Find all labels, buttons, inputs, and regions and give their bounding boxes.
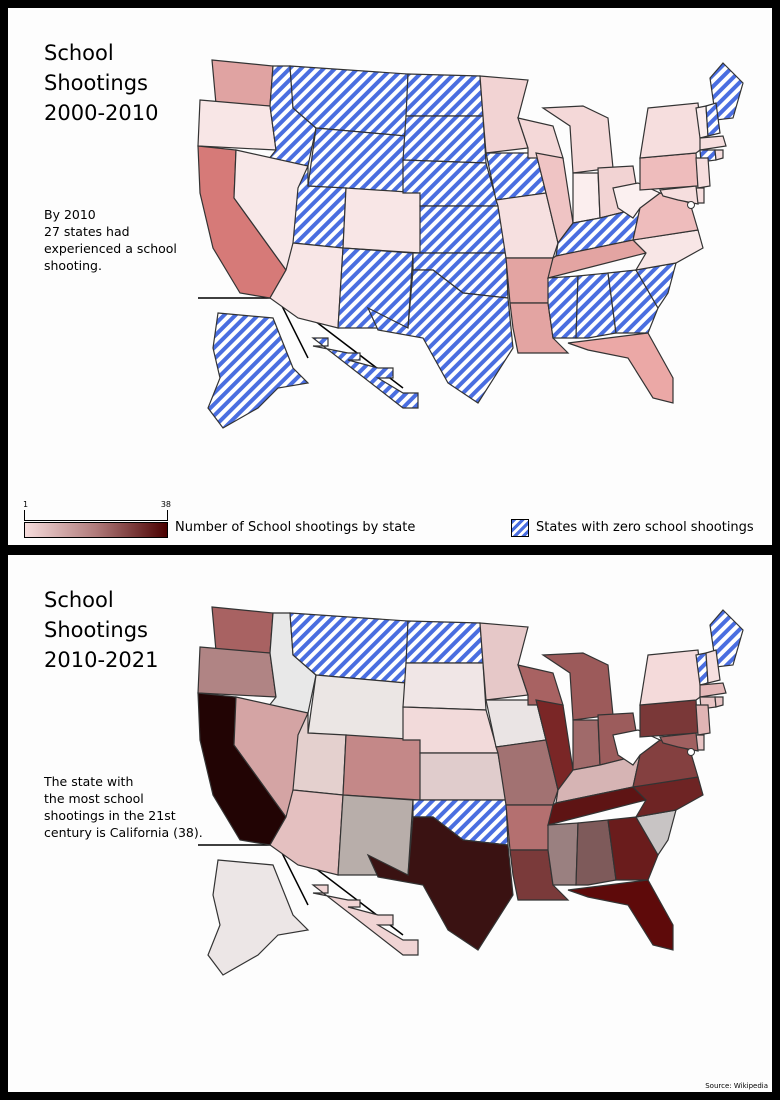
state-dc bbox=[687, 201, 695, 209]
state-md bbox=[659, 732, 699, 752]
state-ak bbox=[207, 859, 310, 976]
legend-hatch-swatch bbox=[511, 519, 529, 537]
us-map-2000-2010 bbox=[197, 59, 744, 429]
map-title: School Shootings 2000-2010 bbox=[44, 41, 159, 125]
state-mn bbox=[479, 75, 529, 154]
state-ri bbox=[714, 149, 724, 161]
state-ar bbox=[505, 257, 554, 304]
state-ia bbox=[485, 152, 547, 201]
state-ri bbox=[714, 696, 724, 708]
legend-min: 1 bbox=[23, 500, 29, 509]
state-hi bbox=[311, 337, 419, 409]
state-wa bbox=[211, 59, 274, 107]
state-ia bbox=[485, 699, 547, 748]
state-co bbox=[342, 734, 424, 801]
map-title: School Shootings 2010-2021 bbox=[44, 588, 159, 672]
state-wv bbox=[612, 182, 662, 219]
state-wy bbox=[307, 674, 407, 741]
legend-scale-label: Number of School shootings by state bbox=[175, 520, 416, 535]
state-ga bbox=[607, 816, 659, 881]
state-al bbox=[575, 272, 617, 339]
state-nj bbox=[695, 704, 711, 736]
state-ma bbox=[699, 135, 727, 151]
state-ks bbox=[419, 752, 507, 801]
state-in bbox=[572, 172, 601, 224]
state-wy bbox=[307, 127, 407, 194]
state-ar bbox=[505, 804, 554, 851]
state-ms bbox=[547, 275, 579, 339]
state-mn bbox=[479, 622, 529, 701]
state-nh bbox=[705, 649, 721, 684]
legend-max: 38 bbox=[160, 500, 171, 509]
legend-scale: 1 38 bbox=[23, 500, 171, 521]
state-or bbox=[197, 99, 277, 151]
state-in bbox=[572, 719, 601, 771]
state-pa bbox=[639, 152, 699, 191]
state-md bbox=[659, 185, 699, 205]
state-nj bbox=[695, 157, 711, 189]
state-fl bbox=[567, 332, 674, 404]
state-or bbox=[197, 646, 277, 698]
us-map-2010-2021 bbox=[197, 606, 744, 976]
map-panel-2010-2021: School Shootings 2010-2021 The state wit… bbox=[8, 555, 772, 1092]
state-tx bbox=[366, 269, 514, 404]
state-nd bbox=[405, 620, 484, 664]
state-dc bbox=[687, 748, 695, 756]
state-me bbox=[709, 609, 744, 668]
state-wa bbox=[211, 606, 274, 654]
state-tx bbox=[366, 816, 514, 951]
state-wv bbox=[612, 729, 662, 766]
legend-gradient bbox=[24, 522, 168, 538]
state-wi bbox=[517, 117, 564, 159]
source-credit: Source: Wikipedia bbox=[705, 1082, 768, 1090]
state-me bbox=[709, 62, 744, 121]
state-nh bbox=[705, 102, 721, 137]
state-nd bbox=[405, 73, 484, 117]
map-panel-2000-2010: School Shootings 2000-2010 By 2010 27 st… bbox=[8, 8, 772, 545]
legend-hatch-label: States with zero school shootings bbox=[536, 520, 754, 535]
state-hi bbox=[311, 884, 419, 956]
state-pa bbox=[639, 699, 699, 738]
state-ms bbox=[547, 822, 579, 886]
state-ny bbox=[639, 649, 704, 706]
state-sd bbox=[402, 115, 487, 164]
map-note: The state with the most school shootings… bbox=[44, 774, 203, 840]
map-note: By 2010 27 states had experienced a scho… bbox=[44, 207, 177, 273]
state-co bbox=[342, 187, 424, 254]
state-ak bbox=[207, 312, 310, 429]
state-ny bbox=[639, 102, 704, 159]
state-ma bbox=[699, 682, 727, 698]
state-sd bbox=[402, 662, 487, 711]
state-fl bbox=[567, 879, 674, 951]
state-ga bbox=[607, 269, 659, 334]
state-wi bbox=[517, 664, 564, 706]
state-ks bbox=[419, 205, 507, 254]
state-al bbox=[575, 819, 617, 886]
